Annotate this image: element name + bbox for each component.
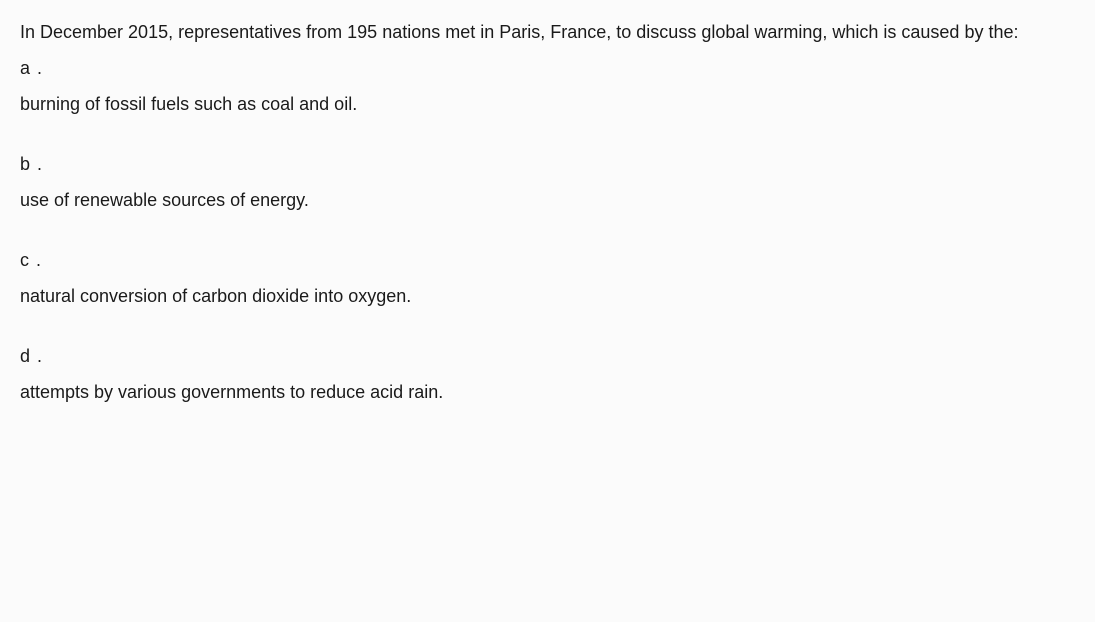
question-stem: In December 2015, representatives from 1… (20, 14, 1075, 50)
option-a[interactable]: a . burning of fossil fuels such as coal… (20, 50, 1075, 122)
option-label: b . (20, 154, 43, 174)
option-c[interactable]: c . natural conversion of carbon dioxide… (20, 242, 1075, 314)
option-label: a . (20, 58, 43, 78)
option-text: burning of fossil fuels such as coal and… (20, 86, 1075, 122)
spacer (20, 218, 1075, 242)
option-label: c . (20, 250, 42, 270)
option-d[interactable]: d . attempts by various governments to r… (20, 338, 1075, 410)
question-block: In December 2015, representatives from 1… (0, 0, 1095, 430)
option-label: d . (20, 346, 43, 366)
option-text: natural conversion of carbon dioxide int… (20, 278, 1075, 314)
spacer (20, 314, 1075, 338)
option-text: use of renewable sources of energy. (20, 182, 1075, 218)
option-b[interactable]: b . use of renewable sources of energy. (20, 146, 1075, 218)
spacer (20, 122, 1075, 146)
option-text: attempts by various governments to reduc… (20, 374, 1075, 410)
